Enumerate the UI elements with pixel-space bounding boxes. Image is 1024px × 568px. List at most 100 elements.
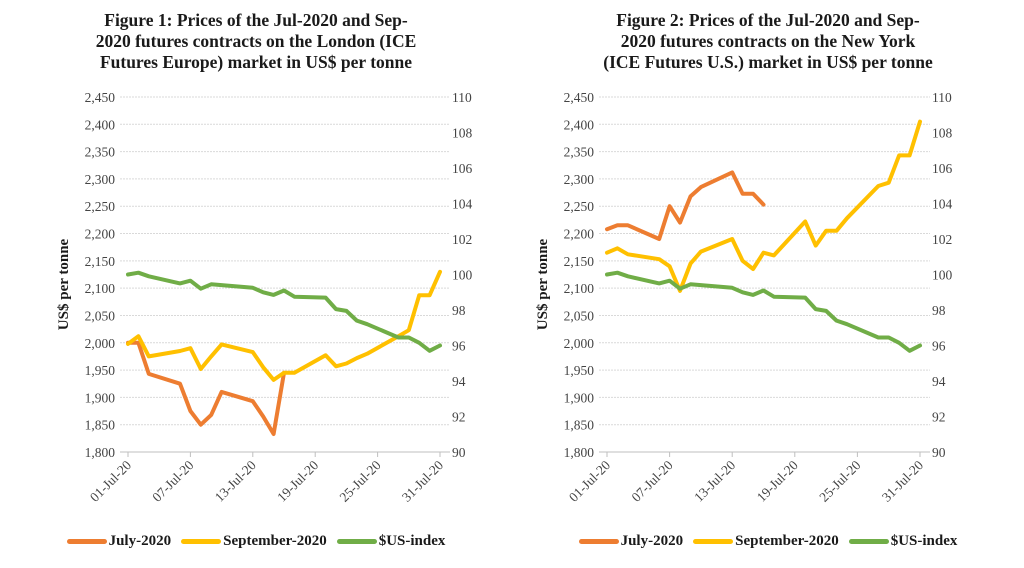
series-line-july-2020 — [126, 340, 286, 436]
x-tick-label: 19-Jul-20 — [274, 457, 321, 504]
title-line: Figure 1: Prices of the Jul-2020 and Sep… — [104, 10, 408, 30]
y-tick-label: 2,300 — [564, 172, 595, 187]
legend-item-us-index: $US-index — [848, 533, 958, 550]
x-tick-label: 31-Jul-20 — [879, 457, 926, 504]
y2-tick-label: 98 — [452, 303, 466, 318]
series-line-september-2020 — [605, 119, 922, 293]
y2-tick-label: 108 — [932, 126, 953, 141]
legend-swatch-september — [181, 539, 222, 544]
y2-tick-label: 90 — [932, 445, 946, 460]
legend-label: September-2020 — [223, 533, 327, 549]
y2-tick-label: 100 — [452, 268, 473, 283]
legend-label: July-2020 — [108, 533, 172, 549]
legend-label: $US-index — [378, 533, 446, 549]
y-tick-label: 1,950 — [85, 363, 116, 378]
legend-item-july-2020: July-2020 — [66, 533, 172, 550]
y2-tick-label: 94 — [932, 374, 946, 389]
y2-tick-label: 106 — [932, 161, 953, 176]
y2-tick-label: 104 — [452, 197, 473, 212]
x-tick-label: 25-Jul-20 — [337, 457, 384, 504]
y-tick-label: 2,150 — [564, 254, 595, 269]
y-tick-label: 2,450 — [85, 90, 116, 105]
y2-tick-label: 110 — [932, 90, 952, 105]
y-tick-label: 2,100 — [564, 281, 595, 296]
series-line-us-index — [126, 270, 442, 353]
y-tick-label: 2,000 — [564, 336, 595, 351]
x-tick-label: 13-Jul-20 — [691, 457, 738, 504]
figure-1-chart: 1,800 1,850 1,900 1,950 2,000 2,050 2,100 2,150… — [56, 90, 473, 505]
y2-tick-label: 104 — [932, 197, 953, 212]
legend-item-july-2020: July-2020 — [578, 533, 684, 550]
y2-tick-label: 96 — [452, 339, 466, 354]
y-tick-label: 1,800 — [85, 445, 116, 460]
legend-swatch-us-index — [336, 539, 377, 544]
legend-label: $US-index — [890, 533, 958, 549]
figure-1-legend: July-2020 September-2020 $US-index — [0, 533, 512, 550]
y-tick-label: 2,050 — [85, 308, 116, 323]
figure-1-title: Figure 1: Prices of the Jul-2020 and Sep… — [0, 10, 512, 73]
figure-2-title: Figure 2: Prices of the Jul-2020 and Sep… — [512, 10, 1024, 73]
y2-tick-label: 90 — [452, 445, 466, 460]
y-tick-label: 2,400 — [564, 117, 595, 132]
y-tick-label: 2,450 — [564, 90, 595, 105]
y-tick-label: 1,850 — [564, 418, 595, 433]
x-tick-label: 07-Jul-20 — [149, 457, 196, 504]
y-tick-label: 1,850 — [85, 418, 116, 433]
y-tick-label: 2,250 — [85, 199, 116, 214]
y-axis-title: US$ per tonne — [535, 238, 551, 330]
series-line-us-index — [605, 270, 922, 353]
title-line: (ICE Futures U.S.) market in US$ per ton… — [603, 52, 933, 72]
y-tick-label: 2,150 — [85, 254, 116, 269]
legend-swatch-july — [66, 539, 107, 544]
legend-swatch-september — [693, 539, 734, 544]
y-tick-label: 2,200 — [85, 227, 116, 242]
title-line: Figure 2: Prices of the Jul-2020 and Sep… — [616, 10, 920, 30]
legend-item-september-2020: September-2020 — [693, 533, 839, 550]
y2-tick-label: 110 — [452, 90, 472, 105]
title-line: 2020 futures contracts on the London (IC… — [95, 31, 417, 51]
figure-2-legend: July-2020 September-2020 $US-index — [512, 533, 1024, 550]
x-tick-label: 31-Jul-20 — [399, 457, 446, 504]
y2-tick-label: 108 — [452, 126, 473, 141]
y-tick-label: 2,300 — [85, 172, 116, 187]
y-tick-label: 2,400 — [85, 117, 116, 132]
y-tick-label: 2,000 — [85, 336, 116, 351]
y2-tick-label: 102 — [932, 232, 952, 247]
y2-tick-label: 102 — [452, 232, 472, 247]
x-tick-label: 13-Jul-20 — [212, 457, 259, 504]
legend-swatch-july — [578, 539, 619, 544]
y-axis-title: US$ per tonne — [56, 238, 72, 330]
y2-tick-label: 106 — [452, 161, 473, 176]
y-tick-label: 2,100 — [85, 281, 116, 296]
x-tick-label: 19-Jul-20 — [754, 457, 801, 504]
y-tick-label: 1,900 — [564, 390, 595, 405]
legend-item-us-index: $US-index — [336, 533, 446, 550]
x-tick-label: 01-Jul-20 — [566, 457, 613, 504]
title-line: 2020 futures contracts on the New York — [620, 31, 916, 51]
legend-item-september-2020: September-2020 — [181, 533, 327, 550]
y-tick-label: 2,350 — [564, 145, 595, 160]
y-tick-label: 1,800 — [564, 445, 595, 460]
figure-2-chart: 1,800 1,850 1,900 1,950 2,000 2,050 2,100 2,150… — [535, 90, 953, 505]
y-tick-label: 2,350 — [85, 145, 116, 160]
y2-tick-label: 92 — [932, 410, 946, 425]
x-tick-label: 25-Jul-20 — [816, 457, 863, 504]
figure-2-panel: Figure 2: Prices of the Jul-2020 and Sep… — [512, 0, 1024, 568]
y-tick-label: 1,950 — [564, 363, 595, 378]
legend-swatch-us-index — [848, 539, 889, 544]
y2-tick-label: 100 — [932, 268, 953, 283]
legend-label: September-2020 — [735, 533, 839, 549]
y-tick-label: 2,200 — [564, 227, 595, 242]
y-tick-label: 2,250 — [564, 199, 595, 214]
figure-1-panel: Figure 1: Prices of the Jul-2020 and Sep… — [0, 10, 512, 550]
x-tick-label: 07-Jul-20 — [629, 457, 676, 504]
legend-label: July-2020 — [620, 533, 684, 549]
y2-tick-label: 92 — [452, 410, 466, 425]
y2-tick-label: 98 — [932, 303, 946, 318]
y-tick-label: 2,050 — [564, 308, 595, 323]
y2-tick-label: 96 — [932, 339, 946, 354]
x-tick-label: 01-Jul-20 — [87, 457, 134, 504]
y-tick-label: 1,900 — [85, 390, 116, 405]
title-line: Futures Europe) market in US$ per tonne — [99, 52, 413, 72]
y2-tick-label: 94 — [452, 374, 466, 389]
